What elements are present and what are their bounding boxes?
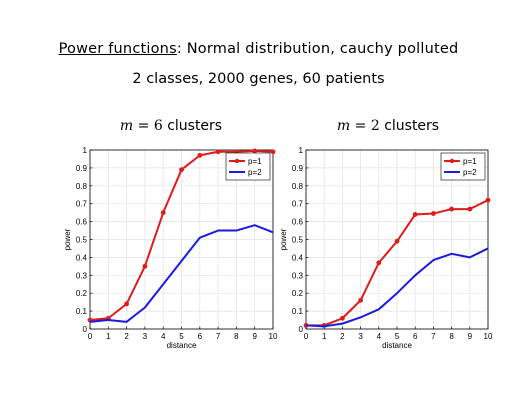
y-tick-label: 0.7	[76, 200, 88, 209]
y-tick-label: 0.3	[76, 271, 88, 280]
y-tick-label: 1	[83, 146, 88, 155]
y-tick-label: 0	[299, 325, 304, 334]
series-point-p1	[431, 211, 436, 216]
series-point-p1	[124, 301, 129, 307]
slide-title-rest: : Normal distribution, cauchy polluted	[176, 41, 459, 57]
legend-marker-p1	[234, 158, 240, 164]
legend-box	[440, 152, 486, 181]
x-tick-label: 2	[124, 332, 129, 341]
x-tick-label: 5	[395, 332, 400, 341]
x-tick-label: 0	[88, 332, 93, 341]
legend-marker-p1	[449, 158, 455, 164]
x-tick-label: 8	[234, 332, 239, 341]
y-tick-label: 0.9	[292, 164, 304, 173]
y-tick-label: 0	[83, 325, 88, 334]
x-tick-label: 6	[198, 332, 203, 341]
x-tick-label: 0	[304, 332, 309, 341]
legend-label-p2: p=2	[248, 168, 262, 177]
series-point-p1	[270, 149, 276, 155]
series-point-p1	[467, 206, 473, 212]
x-tick-label: 4	[377, 332, 382, 341]
y-tick-label: 0.8	[292, 182, 304, 191]
slide-title-underlined: Power functions	[58, 41, 177, 57]
y-tick-label: 0.5	[76, 236, 88, 245]
y-tick-label: 0.2	[292, 289, 304, 298]
y-axis-label: power	[279, 228, 288, 250]
legend-label-p2: p=2	[463, 168, 477, 177]
x-tick-label: 10	[269, 332, 278, 341]
series-point-p1	[142, 263, 148, 269]
slide-subtitle: 2 classes, 2000 genes, 60 patients	[132, 71, 385, 87]
y-tick-label: 0.4	[292, 253, 304, 262]
series-point-p1	[197, 152, 203, 158]
y-tick-label: 0.2	[76, 289, 88, 298]
y-axis-label: power	[63, 228, 72, 250]
chart-left-m6: 0 1 2 3 4 5 6 7 8 9 10 0 0.1 0.2 0.3 0.4 0.5 0.6 0.7 0.8 0.9…	[63, 146, 278, 350]
x-tick-label: 9	[252, 332, 257, 341]
y-tick-label: 0.8	[76, 182, 88, 191]
series-point-p1	[252, 148, 258, 154]
x-tick-label: 3	[143, 332, 148, 341]
x-tick-label: 7	[431, 332, 436, 341]
y-tick-label: 0.4	[76, 253, 88, 262]
left-panel-title-var: m	[119, 118, 134, 134]
series-point-p1	[358, 297, 363, 303]
y-tick-label: 0.1	[76, 307, 88, 316]
series-point-p1	[394, 238, 400, 244]
series-point-p1	[340, 315, 345, 321]
legend-label-p1: p=1	[248, 157, 262, 166]
y-tick-label: 0.6	[76, 218, 88, 227]
x-tick-label: 4	[161, 332, 166, 341]
x-tick-label: 8	[449, 332, 454, 341]
x-tick-label: 2	[340, 332, 345, 341]
legend-box	[225, 152, 271, 181]
left-panel-title: m = 6 clusters	[66, 118, 276, 134]
slide-title: Power functions: Normal distribution, ca…	[0, 41, 517, 57]
x-tick-label: 5	[179, 332, 184, 341]
series-line-p2	[89, 224, 274, 323]
x-tick-label: 9	[468, 332, 473, 341]
legend-label-p1: p=1	[463, 157, 477, 166]
y-tick-label: 0.7	[292, 200, 304, 209]
y-tick-label: 1	[299, 146, 304, 155]
right-panel-title: m = 2 clusters	[283, 118, 493, 134]
x-tick-label: 3	[358, 332, 363, 341]
x-tick-label: 1	[106, 332, 111, 341]
right-panel-title-eq: = 2	[354, 118, 380, 134]
right-panel-title-suffix: clusters	[384, 118, 440, 134]
series-line-p2	[305, 247, 489, 328]
x-axis-label: distance	[382, 341, 412, 350]
series-point-p1	[215, 149, 221, 155]
series-point-p1	[179, 167, 184, 173]
series-point-p1	[449, 206, 454, 212]
x-tick-label: 7	[216, 332, 221, 341]
series-point-p1	[485, 197, 491, 203]
x-tick-label: 10	[484, 332, 493, 341]
y-tick-label: 0.5	[292, 236, 304, 245]
x-axis-label: distance	[167, 341, 197, 350]
series-point-p1	[376, 260, 382, 266]
chart-right-m2: 0 1 2 3 4 5 6 7 8 9 10 0 0.1 0.2 0.3 0.4 0.5 0.6 0.7 0.8 0.9…	[279, 146, 493, 350]
x-tick-label: 6	[413, 332, 418, 341]
y-tick-label: 0.9	[76, 164, 88, 173]
y-tick-label: 0.6	[292, 218, 304, 227]
series-point-p1	[412, 212, 418, 217]
series-point-p1	[160, 210, 166, 216]
left-panel-title-eq: = 6	[137, 118, 163, 134]
y-tick-label: 0.3	[292, 271, 304, 280]
y-tick-label: 0.1	[292, 307, 304, 316]
left-panel-title-suffix: clusters	[167, 118, 223, 134]
x-tick-label: 1	[322, 332, 327, 341]
right-panel-title-var: m	[336, 118, 351, 134]
